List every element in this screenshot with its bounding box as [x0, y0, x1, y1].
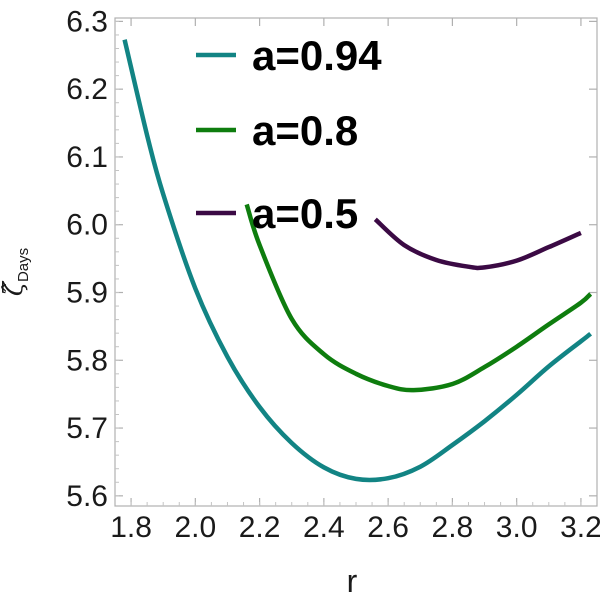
y-tick-label: 5.6 [66, 480, 108, 513]
x-tick-label: 1.8 [110, 511, 152, 544]
x-tick-label: 2.0 [174, 511, 216, 544]
legend-label-0: a=0.94 [252, 32, 382, 79]
y-tick-label: 5.7 [66, 412, 108, 445]
series-line-1 [244, 203, 593, 393]
x-tick-label: 3.2 [560, 511, 600, 544]
x-axis-label: r [347, 563, 358, 599]
y-axis-label-subscript: Days [15, 248, 32, 282]
x-tick-label: 2.8 [432, 511, 474, 544]
series-line-2 [373, 217, 582, 271]
series-layer [122, 39, 593, 483]
x-axis-ticks: 1.8 2.0 2.2 2.4 2.6 2.8 3.0 3.2 [110, 18, 600, 544]
y-tick-label: 5.9 [66, 277, 108, 310]
svg-text:ζ̂Days: ζ̂Days [0, 248, 32, 296]
legend-label-1: a=0.8 [252, 107, 358, 154]
y-tick-label: 6.2 [66, 73, 108, 106]
x-tick-label: 2.2 [239, 511, 281, 544]
y-axis-label: ζ̂Days [0, 248, 32, 296]
legend: a=0.94 a=0.8 a=0.5 [196, 32, 382, 237]
y-axis-label-symbol: ζ̂ [0, 280, 29, 296]
x-tick-label: 3.0 [496, 511, 538, 544]
y-tick-label: 6.3 [66, 5, 108, 38]
x-tick-label: 2.4 [303, 511, 345, 544]
y-tick-label: 6.1 [66, 141, 108, 174]
y-axis-ticks: 5.6 5.7 5.8 5.9 6.0 6.1 6.2 6.3 [66, 5, 597, 513]
x-tick-label: 2.6 [367, 511, 409, 544]
legend-label-2: a=0.5 [252, 190, 358, 237]
y-tick-label: 5.8 [66, 344, 108, 377]
y-tick-label: 6.0 [66, 209, 108, 242]
series-line-0 [122, 39, 593, 483]
